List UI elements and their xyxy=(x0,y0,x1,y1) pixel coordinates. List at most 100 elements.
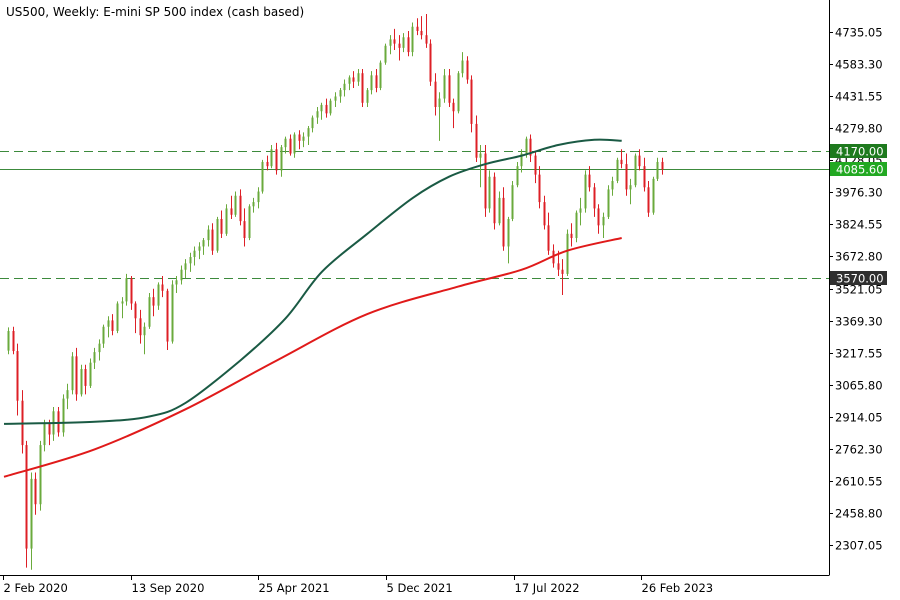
candle-bull xyxy=(348,77,351,84)
candle-bull xyxy=(39,445,42,505)
y-tick-label: 3672.80 xyxy=(835,250,883,264)
candle-bull xyxy=(402,37,405,48)
candles xyxy=(7,14,664,570)
candle-bear xyxy=(484,153,487,209)
candle-bear xyxy=(352,77,355,82)
candle-bear xyxy=(220,218,223,234)
candle-bear xyxy=(593,187,596,209)
price-badge-4170.00 xyxy=(830,144,887,158)
candle-bull xyxy=(357,73,360,82)
x-tick-label: 26 Feb 2023 xyxy=(642,581,714,595)
candle-bear xyxy=(298,134,301,141)
candle-bear xyxy=(588,174,591,188)
candle-bear xyxy=(448,75,451,103)
y-tick-label: 2762.30 xyxy=(835,443,883,457)
candle-bear xyxy=(393,39,396,44)
candle-bull xyxy=(511,185,514,219)
candle-bull xyxy=(584,174,587,209)
candle-bull xyxy=(311,117,314,129)
candle-bull xyxy=(334,96,337,101)
y-tick-label: 3217.55 xyxy=(835,347,883,361)
candle-bear xyxy=(152,297,155,306)
price-badges: 4170.00 3570.00 4085.60 xyxy=(830,144,887,286)
candle-bear xyxy=(407,37,410,53)
candle-bear xyxy=(452,102,455,112)
moving-average-slow-line xyxy=(3,237,622,478)
candle-bear xyxy=(289,138,292,154)
candle-bull xyxy=(102,326,105,344)
candle-bull xyxy=(329,100,332,114)
candle-bull xyxy=(411,26,414,53)
candle-bull xyxy=(379,62,382,89)
candle-bull xyxy=(520,153,523,167)
candle-bull xyxy=(80,369,83,395)
candle-bull xyxy=(461,60,464,74)
candle-bull xyxy=(280,147,283,171)
candle-bear xyxy=(493,176,496,224)
candle-bull xyxy=(66,390,69,399)
candle-bear xyxy=(211,229,214,251)
candle-bull xyxy=(370,75,373,91)
candle-bear xyxy=(625,164,628,190)
candle-bull xyxy=(261,161,264,192)
candle-bear xyxy=(239,195,242,222)
candle-bull xyxy=(89,362,92,386)
candle-bull xyxy=(507,218,510,247)
candle-bull xyxy=(143,326,146,336)
candle-bear xyxy=(643,166,646,188)
candle-bull xyxy=(184,263,187,270)
candle-bull xyxy=(443,75,446,99)
candle-bull xyxy=(171,284,174,342)
candle-bull xyxy=(270,149,273,167)
candle-bull xyxy=(611,180,614,190)
candle-bear xyxy=(398,43,401,48)
candle-bull xyxy=(516,166,519,186)
candle-bull xyxy=(125,278,128,302)
candle-bear xyxy=(34,478,37,505)
candle-bull xyxy=(479,153,482,158)
candle-bull xyxy=(202,240,205,247)
candle-bull xyxy=(257,191,260,203)
candle-bear xyxy=(638,155,641,167)
candle-bull xyxy=(652,178,655,213)
candle-bear xyxy=(661,161,664,170)
candle-bull xyxy=(175,280,178,285)
x-tick-label: 5 Dec 2021 xyxy=(387,581,453,595)
candle-bull xyxy=(629,185,632,190)
candle-bear xyxy=(325,104,328,114)
x-tick-label: 2 Feb 2020 xyxy=(4,581,68,595)
candle-bear xyxy=(466,60,469,80)
candle-bear xyxy=(470,79,473,124)
candle-bull xyxy=(207,229,210,241)
candle-bear xyxy=(647,187,650,213)
candle-bear xyxy=(57,411,60,433)
candle-bull xyxy=(293,134,296,154)
y-tick-label: 4431.55 xyxy=(835,90,883,104)
candle-bull xyxy=(198,246,201,251)
candle-bull xyxy=(148,297,151,327)
candle-bull xyxy=(43,423,46,446)
candle-bull xyxy=(98,343,101,353)
candle-bull xyxy=(284,138,287,148)
candle-bear xyxy=(502,197,505,247)
candle-bull xyxy=(189,257,192,264)
candle-bear xyxy=(534,155,537,175)
candle-bear xyxy=(266,161,269,167)
candle-bear xyxy=(429,43,432,82)
y-tick-label: 2610.55 xyxy=(835,475,883,489)
candle-bull xyxy=(157,284,160,306)
candle-bear xyxy=(416,26,419,31)
candle-bear xyxy=(161,284,164,291)
candle-bull xyxy=(566,233,569,274)
candle-bull xyxy=(575,212,578,239)
candle-bear xyxy=(475,123,478,158)
candle-bear xyxy=(25,445,28,549)
candle-bear xyxy=(75,356,78,395)
candle-bull xyxy=(116,303,119,331)
candle-bear xyxy=(139,318,142,336)
candle-bull xyxy=(316,111,319,118)
x-axis: 2 Feb 2020 13 Sep 2020 25 Apr 2021 5 Dec 20… xyxy=(3,575,714,595)
candle-bull xyxy=(121,301,124,304)
candle-bull xyxy=(602,216,605,226)
candle-bear xyxy=(570,233,573,239)
